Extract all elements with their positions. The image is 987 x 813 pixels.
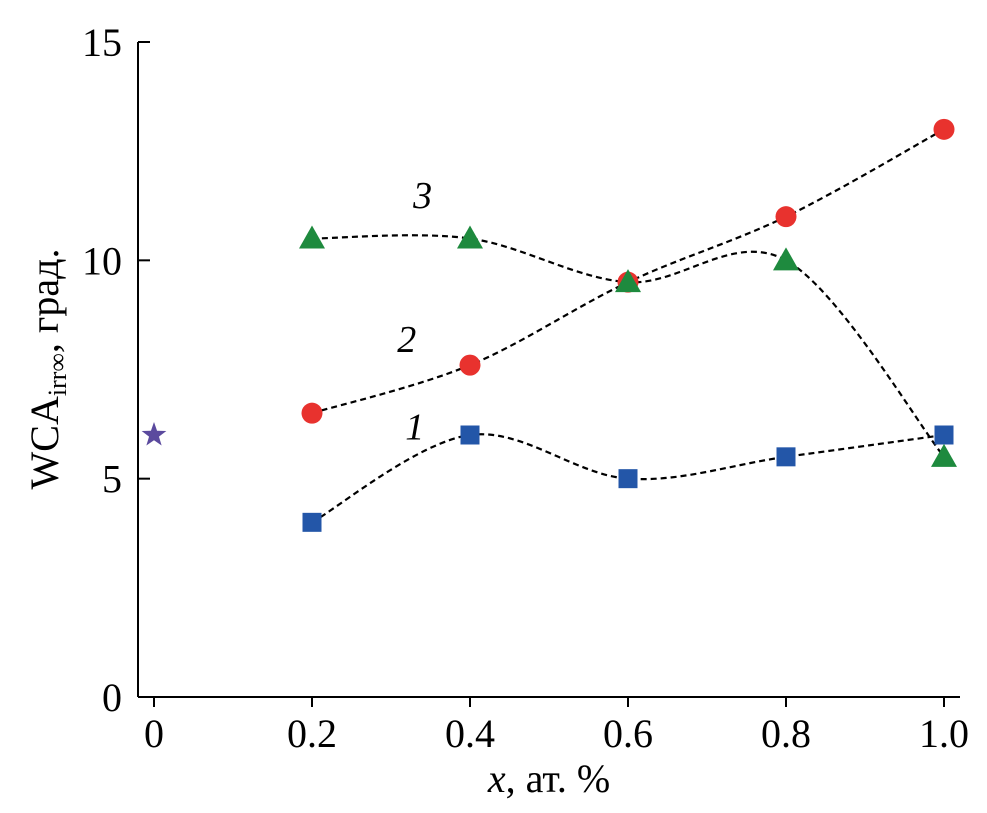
- x-axis-title-unit: , ат. %: [506, 756, 611, 801]
- data-point-series-1: [934, 425, 954, 445]
- y-tick-label: 10: [82, 238, 122, 283]
- data-point-series-1: [302, 512, 322, 532]
- axes: [137, 42, 960, 698]
- series-label-3: 3: [412, 175, 432, 217]
- x-axis-title: x, ат. %: [487, 756, 610, 801]
- data-point-series-1: [618, 469, 638, 489]
- data-point-series-2: [775, 206, 797, 228]
- x-tick-label: 0.6: [603, 711, 653, 756]
- data-point-series-2: [933, 118, 955, 140]
- x-axis-title-var: x: [487, 756, 506, 801]
- fit-curve-series-3: [311, 234, 945, 458]
- x-tick-label: 0.2: [287, 711, 337, 756]
- data-point-series-3: [615, 269, 641, 293]
- y-tick-label: 5: [102, 457, 122, 502]
- y-tick-label: 15: [82, 20, 122, 65]
- data-point-series-1: [776, 447, 796, 467]
- data-point-series-3: [299, 225, 325, 249]
- x-tick-label: 0.8: [761, 711, 811, 756]
- data-point-series-3: [931, 443, 957, 467]
- series-label-1: 1: [405, 406, 424, 448]
- data-markers: [141, 118, 957, 532]
- x-tick-label: 0.4: [445, 711, 495, 756]
- series-label-2: 2: [397, 319, 416, 361]
- data-point-series-2: [459, 354, 481, 376]
- ticks: 0 0.2 0.4 0.6 0.8 1.0 0 5 10 15: [82, 20, 969, 756]
- data-point-series-3: [457, 225, 483, 249]
- y-axis-title-subscript: irr∞: [43, 353, 72, 396]
- y-axis-title-unit: , град.: [22, 249, 67, 354]
- y-axis-title-main: WCA: [22, 396, 67, 489]
- x-tick-label: 1.0: [919, 711, 969, 756]
- data-point-series-2: [301, 402, 323, 424]
- x-tick-label: 0: [144, 711, 164, 756]
- y-axis-title: WCAirr∞, град.: [22, 249, 72, 490]
- data-point-series-3: [773, 247, 799, 271]
- reference-point-star: [141, 422, 167, 446]
- data-point-series-1: [460, 425, 480, 445]
- y-tick-label: 0: [102, 675, 122, 720]
- series-labels: 1 2 3: [397, 175, 432, 448]
